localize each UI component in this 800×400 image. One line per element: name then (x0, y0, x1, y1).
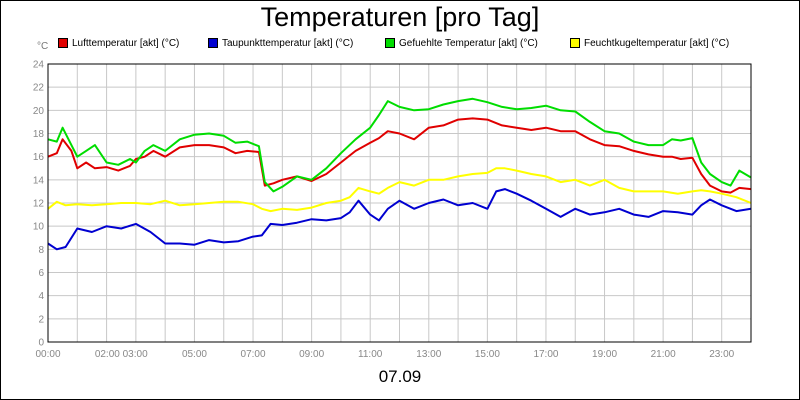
x-tick-label: 17:00 (533, 349, 558, 360)
legend-item: Lufttemperatur [akt] (°C) (58, 37, 180, 49)
legend-item: Feuchtkugeltemperatur [akt] (°C) (570, 37, 730, 49)
y-tick-label: 12 (33, 199, 45, 210)
series-line-4 (47, 167, 752, 213)
x-tick-label: 21:00 (651, 349, 676, 360)
y-tick-label: 24 (33, 60, 45, 71)
series-line-1 (47, 117, 752, 194)
plot-border (47, 63, 752, 343)
chart-title: Temperaturen [pro Tag] (260, 2, 540, 32)
y-tick-label: 2 (38, 314, 44, 325)
y-tick-label: 16 (33, 152, 45, 163)
x-tick-label: 19:00 (592, 349, 617, 360)
legend-swatch (58, 37, 68, 48)
x-axis-date-label: 07.09 (378, 367, 422, 386)
x-tick-label: 23:00 (709, 349, 734, 360)
x-tick-label: 07:00 (241, 349, 266, 360)
x-tick-label: 13:00 (416, 349, 441, 360)
y-tick-label: 6 (38, 268, 44, 279)
y-tick-label: 4 (38, 291, 44, 302)
series-line-2 (47, 188, 752, 251)
legend-swatch (385, 37, 395, 48)
legend-item: Gefuehlte Temperatur [akt] (°C) (385, 37, 538, 49)
legend-label: Lufttemperatur [akt] (°C) (72, 38, 180, 49)
x-tick-label: 00:00 (35, 349, 60, 360)
y-tick-label: 8 (38, 245, 44, 256)
y-tick-label: 18 (33, 129, 45, 140)
x-tick-label: 09:00 (299, 349, 324, 360)
y-tick-label: 22 (33, 83, 45, 94)
legend-swatch (570, 37, 580, 48)
x-tick-label: 15:00 (475, 349, 500, 360)
legend-label: Taupunkttemperatur [akt] (°C) (222, 38, 354, 49)
x-tick-label: 05:00 (182, 349, 207, 360)
legend-item: Taupunkttemperatur [akt] (°C) (208, 37, 354, 49)
legend-label: Gefuehlte Temperatur [akt] (°C) (399, 38, 538, 49)
y-tick-label: 0 (38, 338, 44, 349)
x-tick-label: 02:00 03:00 (95, 349, 148, 360)
series-line-3 (47, 97, 752, 193)
legend-swatch (208, 37, 218, 48)
legend-label: Feuchtkugeltemperatur [akt] (°C) (584, 38, 730, 49)
y-axis-unit-label: °C (37, 41, 49, 52)
y-tick-label: 20 (33, 106, 45, 117)
y-tick-label: 14 (33, 175, 45, 186)
y-tick-label: 10 (33, 222, 45, 233)
x-tick-label: 11:00 (358, 349, 383, 360)
